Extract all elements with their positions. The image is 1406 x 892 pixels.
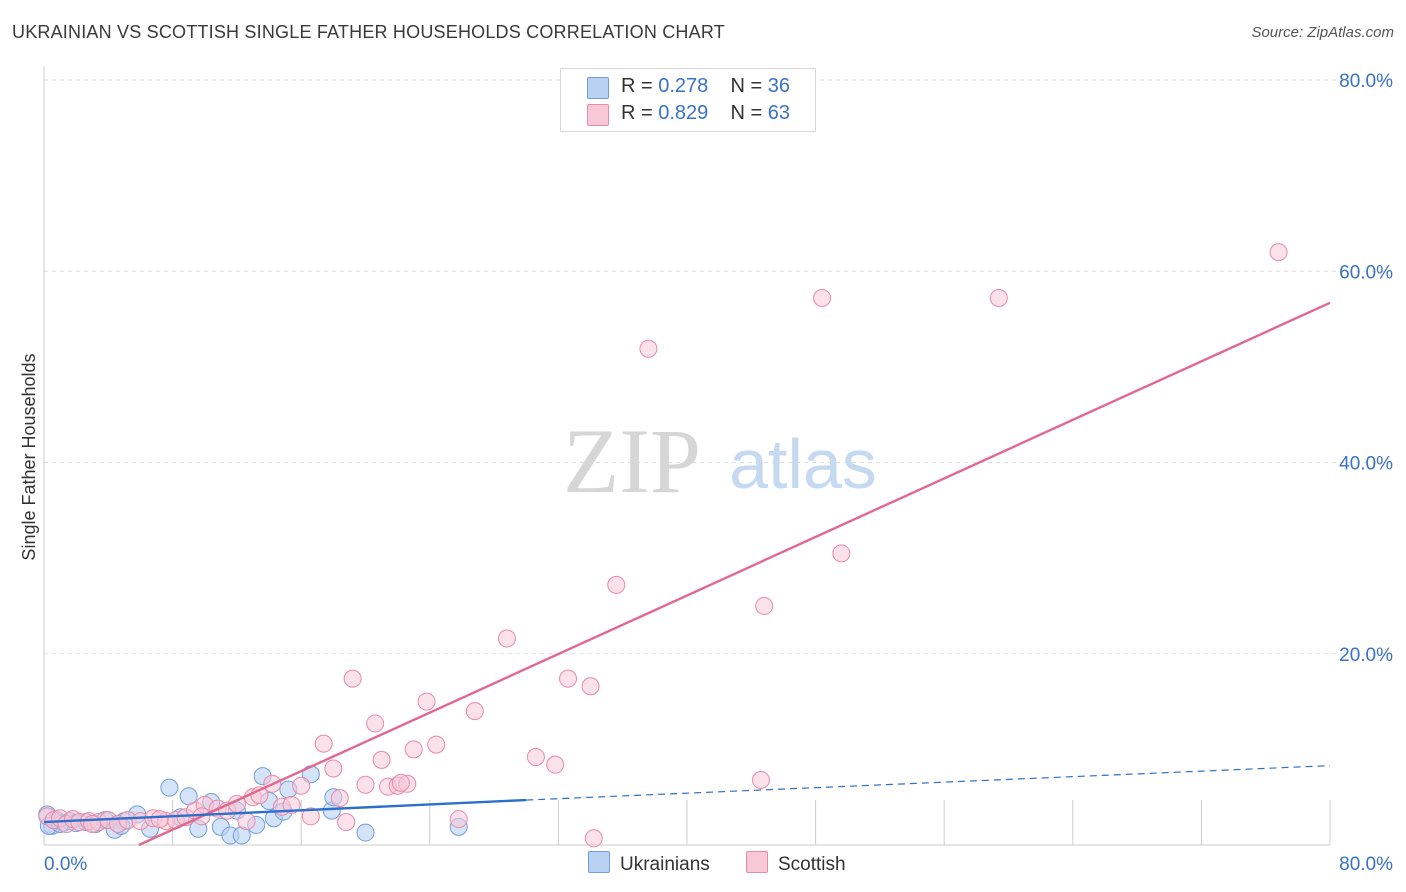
scottish-point	[417, 692, 436, 711]
bottom-legend-scottish: Scottish	[746, 851, 846, 876]
scottish-point	[366, 714, 385, 733]
scottish-point	[832, 544, 851, 563]
scottish-point	[427, 735, 446, 754]
scottish-point	[1269, 243, 1288, 262]
trend-lines	[43, 301, 1331, 847]
ukrainians-r-label: R =	[621, 75, 653, 97]
scottish-point	[330, 789, 349, 808]
scottish-legend-swatch	[746, 851, 768, 873]
ukrainians-swatch	[587, 77, 609, 99]
source-label: Source: ZipAtlas.com	[1251, 24, 1394, 41]
scottish-point	[546, 755, 565, 774]
ukrainians-n-label: N =	[730, 75, 763, 97]
axes	[43, 66, 1330, 846]
scottish-point	[449, 810, 468, 829]
scottish-point	[755, 596, 774, 615]
scottish-point	[581, 677, 600, 696]
correlation-legend: R = 0.278 N = 36 R = 0.829 N = 63	[560, 68, 816, 132]
scottish-point	[584, 829, 603, 848]
scottish-point	[813, 289, 832, 308]
ukrainians-trend-extension	[526, 765, 1331, 801]
scottish-trend-line	[138, 301, 1331, 847]
y-tick-label: 80.0%	[1339, 71, 1393, 92]
legend-text-scottish: R = 0.829 N = 63	[621, 102, 790, 125]
axis-labels: 20.0% 40.0% 60.0% 80.0% 0.0% 80.0% Single Fath…	[19, 71, 1393, 875]
scottish-r-value: 0.829	[658, 102, 709, 124]
scottish-point	[559, 669, 578, 688]
y-tick-label: 40.0%	[1339, 454, 1393, 475]
legend-text-ukrainians: R = 0.278 N = 36	[621, 75, 790, 98]
scottish-r-label: R =	[621, 102, 653, 124]
scottish-point	[292, 776, 311, 795]
scottish-point	[337, 813, 356, 832]
scottish-point	[391, 773, 410, 792]
ukrainians-r-value: 0.278	[658, 75, 709, 97]
scottish-points	[38, 243, 1288, 848]
scottish-point	[526, 748, 545, 767]
y-tick-label: 20.0%	[1339, 645, 1393, 666]
scottish-n-label: N =	[730, 102, 763, 124]
y-axis-label: Single Father Households	[19, 353, 39, 560]
scottish-point	[324, 759, 343, 778]
ukrainians-point	[160, 778, 179, 797]
scottish-point	[301, 807, 320, 826]
bottom-legend-ukrainians: Ukrainians	[588, 851, 710, 876]
ukrainians-legend-swatch	[588, 851, 610, 873]
scottish-point	[607, 575, 626, 594]
scottish-n-value: 63	[767, 102, 791, 124]
scottish-point	[989, 289, 1008, 308]
scottish-point	[282, 795, 301, 814]
watermark-zip: ZIP	[563, 410, 701, 512]
chart-title: UKRAINIAN VS SCOTTISH SINGLE FATHER HOUS…	[12, 22, 725, 42]
scottish-point	[343, 669, 362, 688]
scottish-point	[314, 734, 333, 753]
scottish-swatch	[587, 104, 609, 126]
scottish-point	[150, 810, 169, 829]
scottish-point	[237, 812, 256, 831]
y-tick-label: 60.0%	[1339, 262, 1393, 283]
watermark-atlas: atlas	[729, 425, 877, 503]
x-tick-label-min: 0.0%	[44, 854, 87, 875]
scottish-legend-label: Scottish	[778, 854, 846, 875]
scottish-point	[465, 702, 484, 721]
ukrainians-trend-line	[43, 798, 527, 824]
scottish-point	[356, 775, 375, 794]
scottish-point	[83, 814, 102, 833]
scottish-point	[639, 339, 658, 358]
scottish-point	[751, 770, 770, 789]
scottish-point	[404, 740, 423, 759]
ukrainians-legend-label: Ukrainians	[620, 854, 710, 875]
ukrainians-point	[356, 823, 375, 842]
scottish-point	[372, 750, 391, 769]
scottish-point	[497, 629, 516, 648]
grid	[44, 79, 1392, 845]
ukrainians-n-value: 36	[767, 75, 791, 97]
x-tick-label-max: 80.0%	[1339, 854, 1393, 875]
